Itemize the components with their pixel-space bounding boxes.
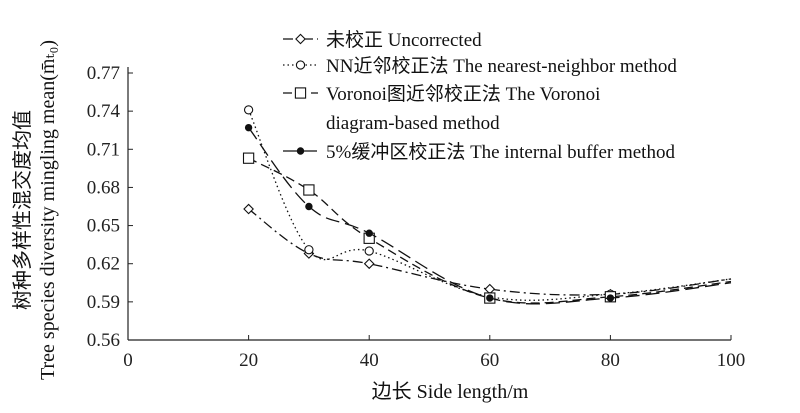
data-point [365,229,373,237]
series-line [248,157,732,304]
legend-label: Voronoi图近邻校正法 The Voronoi [326,83,600,105]
series-line [248,109,732,301]
x-tick-label: 20 [239,350,258,371]
series-2 [243,105,732,302]
y-tick-label: 0.62 [87,254,120,275]
series-line [248,208,732,296]
series-1 [243,203,732,300]
data-point [304,245,314,255]
y-tick-label: 0.77 [87,63,120,84]
y-tick-label: 0.74 [87,101,121,122]
y-tick-label: 0.65 [87,216,120,237]
legend-entry-4: 5%缓冲区校正法 The internal buffer method [283,141,675,163]
y-tick-label: 0.68 [87,177,120,198]
data-point [242,152,255,164]
series-3 [242,152,732,304]
data-point [486,294,494,302]
legend: 未校正 Uncorrected NN近邻校正法 The nearest-neigh… [283,29,677,163]
legend-label: diagram-based method [326,113,500,134]
y-tick-label: 0.71 [87,139,120,160]
y-tick-label: 0.56 [87,330,120,351]
y-axis-label: 树种多样性混交度均值 [11,110,34,310]
legend-label: 5%缓冲区校正法 The internal buffer method [326,141,675,163]
data-point [363,258,375,270]
legend-entry-3: Voronoi图近邻校正法 The Voronoi diagram-based m… [283,83,600,134]
legend-marker [295,33,306,45]
legend-label: 未校正 Uncorrected [326,29,482,51]
legend-marker [294,87,307,99]
legend-marker [296,147,305,155]
legend-entry-1: 未校正 Uncorrected [283,29,482,51]
data-point [364,246,374,256]
data-point [303,184,315,196]
x-axis-label: 边长 Side length/m [372,380,529,403]
y-tick-label: 0.59 [87,292,120,313]
axes: 0.56 0.59 0.62 0.65 0.68 0.71 0.74 0.77 0 20 40 60 8… [87,63,746,371]
x-tick-label: 100 [717,350,746,371]
series-line [248,127,732,305]
legend-marker [295,60,306,70]
x-tick-label: 80 [601,350,620,371]
y-axis-label-en: Tree species diversity mingling mean(m̄ₜ… [37,40,59,380]
series-4 [244,123,732,305]
legend-entry-2: NN近邻校正法 The nearest-neighbor method [283,55,677,77]
data-point [243,203,254,215]
data-point [244,123,253,132]
x-tick-label: 60 [480,350,499,371]
data-point [243,105,254,115]
series-layer [242,105,732,305]
x-tick-label: 0 [123,350,133,371]
data-point [606,294,615,302]
data-point [305,202,313,211]
legend-label: NN近邻校正法 The nearest-neighbor method [326,55,677,77]
x-tick-label: 40 [360,350,379,371]
